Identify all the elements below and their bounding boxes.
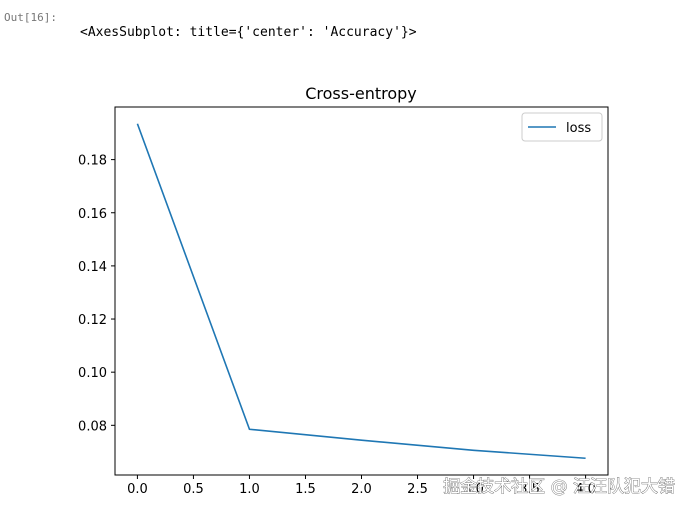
out-prompt: Out[16]: — [4, 11, 57, 24]
legend-box — [521, 112, 603, 142]
y-tick-label: 0.10 — [78, 366, 107, 381]
line-series — [136, 123, 586, 460]
y-tick-label: 0.16 — [78, 207, 107, 222]
x-tick-label: 1.0 — [239, 482, 260, 497]
x-tick-label: 4.0 — [575, 482, 596, 497]
y-tick-label: 0.14 — [78, 260, 107, 275]
legend-label: loss — [566, 121, 591, 136]
chart-title: Cross-entropy — [305, 84, 417, 103]
axes-frame — [114, 106, 609, 476]
x-tick-label: 1.5 — [295, 482, 316, 497]
y-tick-label: 0.18 — [78, 154, 107, 169]
y-tick-label: 0.12 — [78, 313, 107, 328]
x-tick-label: 0.0 — [127, 482, 148, 497]
x-tick-label: 0.5 — [183, 482, 204, 497]
x-tick-label: 2.0 — [351, 482, 372, 497]
x-tick-label: 3.0 — [463, 482, 484, 497]
watermark: 掘金技术社区 @ 汪汪队犯大错 — [443, 477, 675, 497]
output-text: <AxesSubplot: title={'center': 'Accuracy… — [80, 25, 417, 40]
x-tick-label: 2.5 — [407, 482, 428, 497]
x-tick-label: 3.5 — [519, 482, 540, 497]
y-tick-label: 0.08 — [78, 419, 107, 434]
